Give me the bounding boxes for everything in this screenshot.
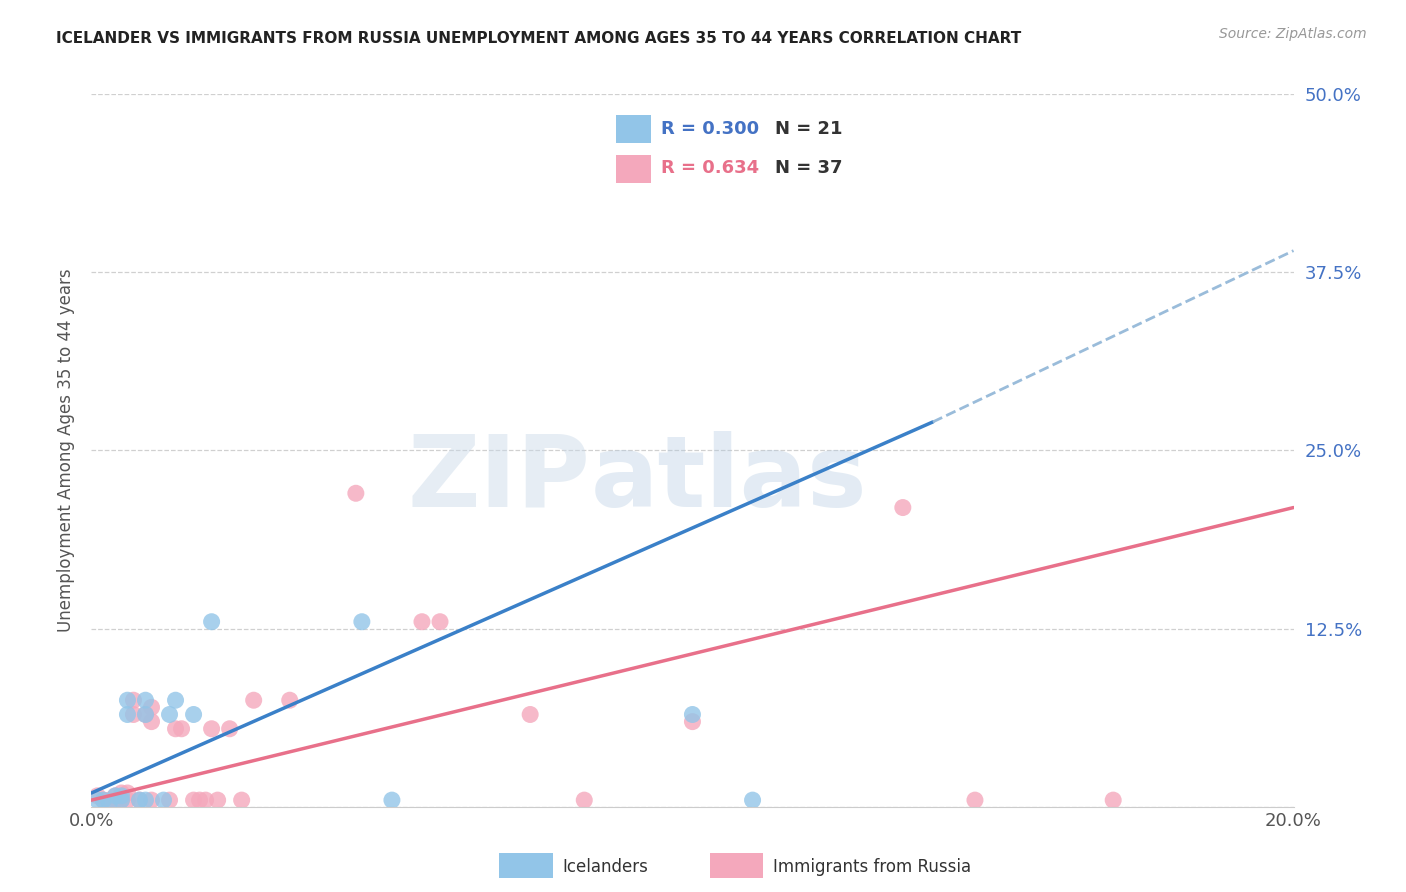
Point	[128, 793, 150, 807]
Bar	[616, 154, 651, 183]
Point	[574, 793, 596, 807]
Point	[110, 793, 132, 807]
Point	[183, 707, 205, 722]
Point	[98, 796, 121, 810]
Text: N = 37: N = 37	[775, 160, 842, 178]
Point	[159, 793, 181, 807]
Text: ZIP: ZIP	[408, 431, 591, 527]
Point	[159, 707, 181, 722]
Point	[681, 707, 703, 722]
Text: atlas: atlas	[591, 431, 868, 527]
Point	[165, 693, 187, 707]
Point	[165, 722, 187, 736]
Point	[117, 793, 139, 807]
Point	[170, 722, 193, 736]
Point	[141, 714, 163, 729]
Point	[117, 786, 139, 800]
Point	[963, 793, 986, 807]
Point	[141, 700, 163, 714]
Point	[183, 793, 205, 807]
Point	[98, 793, 121, 807]
Point	[128, 793, 150, 807]
Point	[278, 693, 301, 707]
Bar	[616, 115, 651, 144]
Point	[134, 707, 156, 722]
Point	[93, 793, 115, 807]
Point	[122, 707, 145, 722]
Point	[429, 615, 451, 629]
Point	[201, 615, 224, 629]
Point	[134, 707, 156, 722]
Text: ICELANDER VS IMMIGRANTS FROM RUSSIA UNEMPLOYMENT AMONG AGES 35 TO 44 YEARS CORRE: ICELANDER VS IMMIGRANTS FROM RUSSIA UNEM…	[56, 31, 1022, 46]
Point	[242, 693, 264, 707]
Point	[110, 793, 132, 807]
Point	[104, 789, 127, 803]
Point	[122, 693, 145, 707]
Text: R = 0.300: R = 0.300	[661, 120, 759, 138]
Point	[93, 793, 115, 807]
Point	[381, 793, 404, 807]
Point	[134, 693, 156, 707]
Y-axis label: Unemployment Among Ages 35 to 44 years: Unemployment Among Ages 35 to 44 years	[56, 268, 75, 632]
Point	[117, 707, 139, 722]
Point	[207, 793, 229, 807]
Point	[188, 793, 211, 807]
Point	[110, 789, 132, 803]
Point	[110, 786, 132, 800]
Text: Source: ZipAtlas.com: Source: ZipAtlas.com	[1219, 27, 1367, 41]
Text: Immigrants from Russia: Immigrants from Russia	[773, 858, 972, 876]
Point	[86, 789, 108, 803]
Point	[891, 500, 914, 515]
Point	[194, 793, 217, 807]
Point	[741, 793, 763, 807]
Point	[152, 793, 174, 807]
Point	[86, 793, 108, 807]
Point	[344, 486, 367, 500]
Point	[411, 615, 433, 629]
Point	[231, 793, 253, 807]
Point	[201, 722, 224, 736]
Point	[218, 722, 240, 736]
Point	[104, 789, 127, 803]
Point	[350, 615, 373, 629]
Point	[141, 793, 163, 807]
Point	[134, 793, 156, 807]
Point	[117, 693, 139, 707]
Text: N = 21: N = 21	[775, 120, 842, 138]
Point	[1102, 793, 1125, 807]
Text: Icelanders: Icelanders	[562, 858, 648, 876]
Point	[681, 714, 703, 729]
Point	[104, 793, 127, 807]
Point	[519, 707, 541, 722]
Text: R = 0.634: R = 0.634	[661, 160, 759, 178]
